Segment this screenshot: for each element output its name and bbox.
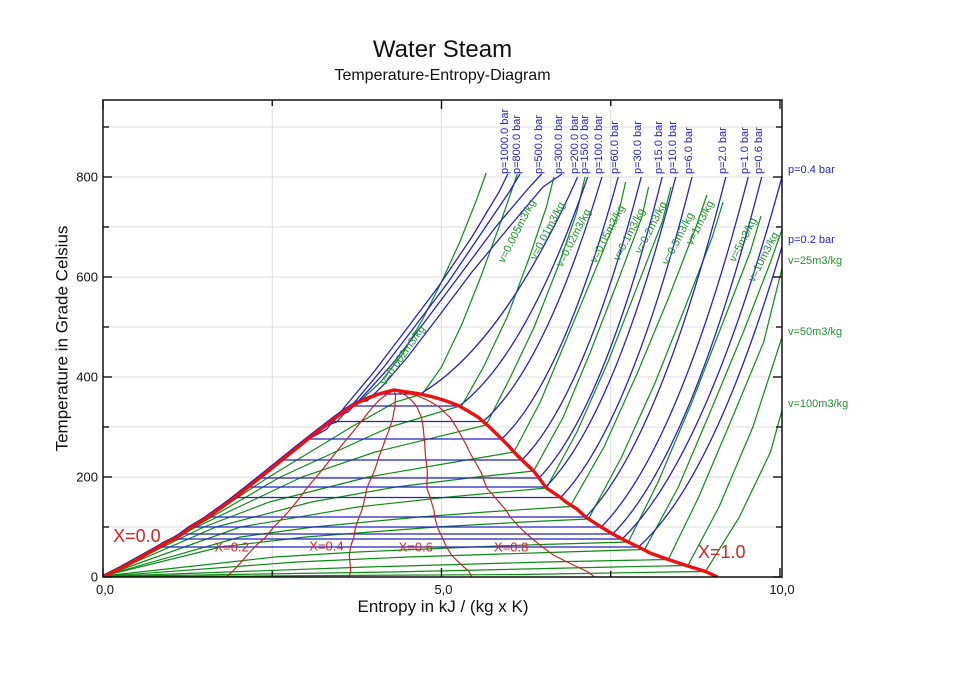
isobar-label: p=15.0 bar bbox=[653, 121, 666, 174]
quality-label: X=0.4 bbox=[309, 538, 344, 554]
y-tick-label: 800 bbox=[76, 169, 98, 185]
x-tick-label: 10,0 bbox=[769, 582, 795, 597]
isobar-label: p=6.0 bar bbox=[682, 127, 695, 174]
isobar-label: p=300.0 bar bbox=[552, 114, 565, 174]
chart-subtitle: Temperature-Entropy-Diagram bbox=[334, 67, 551, 84]
isobar-label: p=60.0 bar bbox=[609, 121, 622, 174]
isobar-label: p=500.0 bar bbox=[532, 114, 545, 174]
y-tick-label: 200 bbox=[76, 469, 98, 485]
isobar-label: p=10.0 bar bbox=[666, 121, 679, 174]
x-axis-title: Entropy in kJ / (kg x K) bbox=[357, 597, 529, 616]
right-pressure-label: p=0.2 bar bbox=[788, 234, 835, 246]
y-axis-title: Temperature in Grade Celsius bbox=[52, 225, 72, 452]
quality-label: X=0.6 bbox=[398, 539, 433, 555]
isobar-label: p=30.0 bar bbox=[632, 121, 645, 174]
quality-label: X=1.0 bbox=[697, 542, 746, 562]
isobar-label: p=0.6 bar bbox=[752, 127, 765, 174]
quality-label: X=0.0 bbox=[113, 526, 161, 546]
isobar-label: p=1.0 bar bbox=[739, 127, 752, 174]
isobar-label: p=800.0 bar bbox=[511, 114, 523, 174]
isobar-label: p=1000.0 bar bbox=[498, 108, 511, 174]
y-tick-label: 0 bbox=[90, 569, 98, 585]
y-tick-label: 600 bbox=[76, 269, 98, 285]
quality-label: X=0.2 bbox=[214, 539, 249, 555]
isobar-label: p=100.0 bar bbox=[592, 114, 605, 174]
y-tick-label: 400 bbox=[76, 369, 98, 385]
right-isochore-label: v=100m3/kg bbox=[788, 398, 849, 410]
chart-title: Water Steam bbox=[372, 36, 513, 63]
quality-label: X=0.8 bbox=[494, 539, 529, 555]
right-isochore-label: v=25m3/kg bbox=[788, 255, 843, 267]
isobar-label: p=2.0 bar bbox=[716, 127, 729, 174]
x-tick-label: 0,0 bbox=[95, 582, 115, 597]
isobar-label: p=150.0 bar bbox=[578, 114, 591, 174]
right-isochore-label: v=50m3/kg bbox=[788, 326, 843, 338]
x-tick-label: 5,0 bbox=[434, 582, 453, 597]
right-pressure-label: p=0.4 bar bbox=[788, 164, 835, 176]
